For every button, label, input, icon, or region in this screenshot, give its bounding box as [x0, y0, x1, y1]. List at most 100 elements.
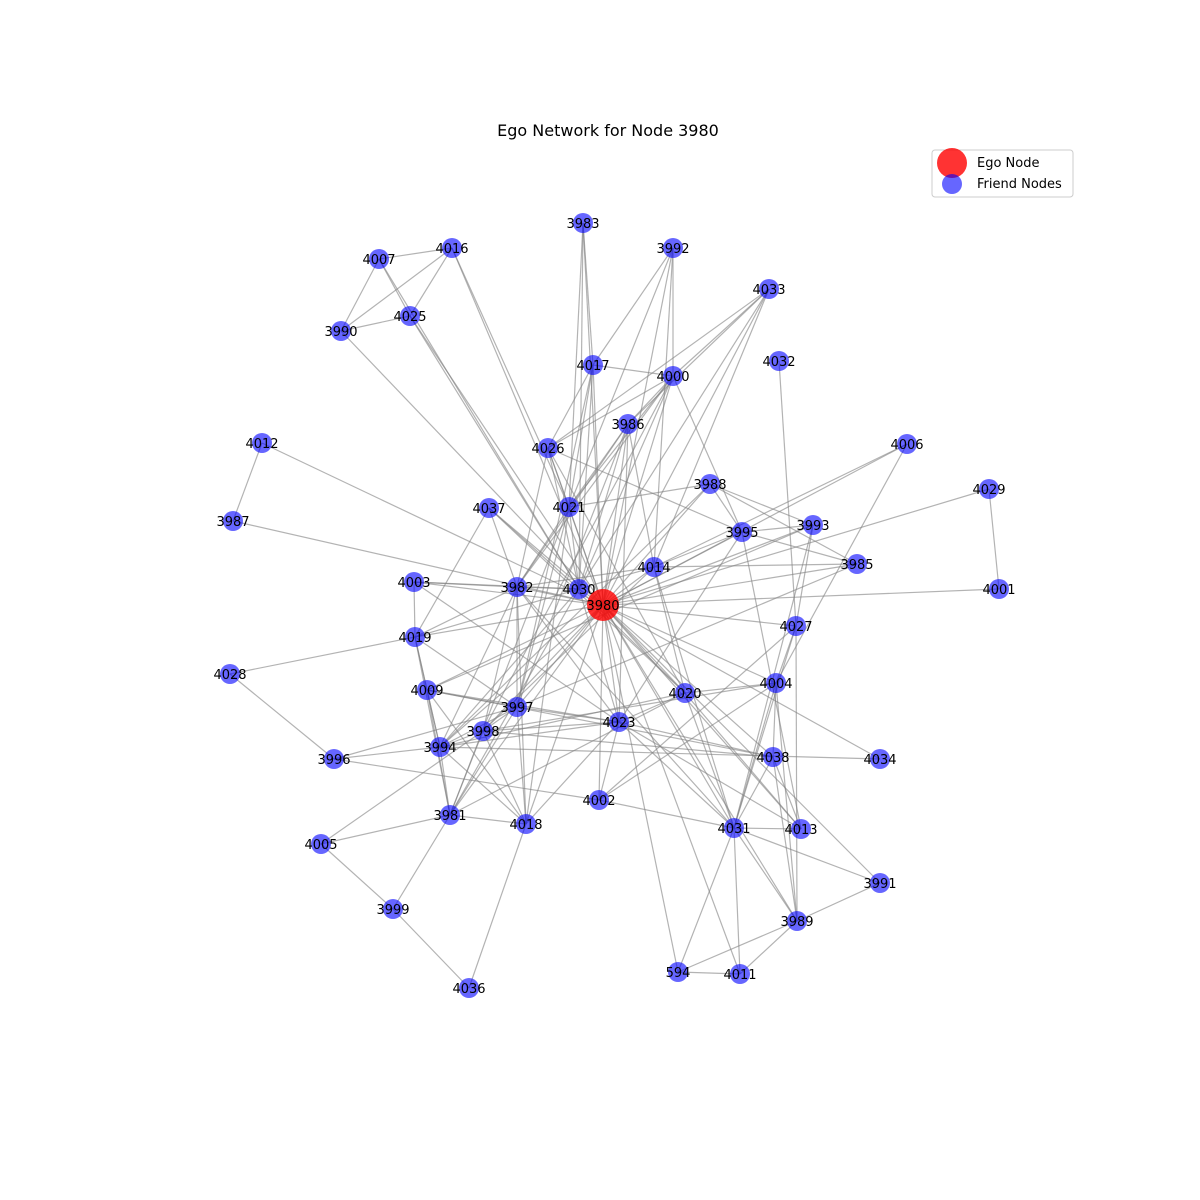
edge-3986-4023: [618, 423, 629, 723]
friend-node-4003: 4003: [397, 572, 431, 592]
edge-3980-4017: [592, 364, 604, 606]
edge-4007-3990: [340, 258, 380, 332]
edge-3980-3990: [340, 330, 604, 606]
node-label-3987: 3987: [216, 515, 249, 530]
edge-3986-3997: [516, 423, 629, 708]
edge-4020-4031: [684, 692, 735, 829]
friend-node-4026: 4026: [531, 438, 565, 458]
edge-4028-3996: [229, 673, 335, 760]
node-label-4006: 4006: [890, 438, 923, 453]
friend-node-4029: 4029: [972, 479, 1006, 499]
edge-4023-3998: [482, 721, 620, 732]
friend-node-3993: 3993: [796, 515, 830, 535]
edge-3982-3998: [482, 586, 518, 732]
node-label-3989: 3989: [780, 915, 813, 930]
friend-node-4017: 4017: [576, 355, 610, 375]
node-marker-4031: [724, 818, 744, 838]
node-marker-4012: [252, 433, 272, 453]
edge-4030-4019: [414, 588, 580, 638]
node-label-3981: 3981: [433, 809, 466, 824]
node-label-4000: 4000: [656, 370, 689, 385]
node-marker-4020: [675, 683, 695, 703]
node-label-4004: 4004: [759, 677, 792, 692]
edge-3994-4018: [439, 746, 527, 825]
friend-node-4030: 4030: [562, 579, 596, 599]
edge-4026-4020: [547, 447, 686, 694]
edge-4004-4020: [684, 682, 777, 694]
edge-3983-4021: [568, 222, 584, 508]
friend-node-4006: 4006: [890, 434, 924, 454]
edge-4016-4021: [451, 247, 570, 508]
node-label-4019: 4019: [398, 631, 431, 646]
ego-node-3980: 3980: [586, 589, 620, 621]
node-marker-3982: [507, 577, 527, 597]
edge-3997-3996: [333, 706, 518, 760]
edge-4032-4027: [778, 360, 797, 627]
edge-4031-3989: [733, 827, 798, 922]
friend-node-4038: 4038: [756, 747, 790, 767]
node-label-3993: 3993: [796, 519, 829, 534]
edge-3999-4036: [392, 908, 470, 989]
edge-3988-3994: [439, 483, 711, 748]
edge-4012-3987: [232, 442, 263, 522]
friend-node-4019: 4019: [398, 627, 432, 647]
edge-4038-4031: [733, 756, 774, 829]
node-label-4038: 4038: [756, 751, 789, 766]
edge-4017-4021: [568, 364, 594, 508]
edge-4023-4018: [525, 721, 620, 825]
edge-3989-4011: [739, 920, 798, 975]
friend-node-3997: 3997: [500, 697, 534, 717]
edge-4019-3997: [414, 636, 518, 708]
edge-4017-4000: [592, 364, 674, 377]
node-label-4030: 4030: [562, 583, 595, 598]
friend-node-3999: 3999: [376, 899, 410, 919]
edge-3995-3985: [741, 531, 858, 565]
edge-4004-4002: [598, 682, 777, 801]
edge-3980-4031: [602, 604, 735, 829]
edge-3988-3985: [709, 483, 858, 565]
edge-3997-4018: [516, 706, 527, 825]
edge-4029-4001: [988, 488, 1000, 590]
edge-4023-4031: [618, 721, 735, 829]
edge-4021-4030: [568, 506, 580, 590]
node-marker-3989: [787, 911, 807, 931]
ego-node-marker-3980: [587, 589, 619, 621]
friend-node-3981: 3981: [433, 805, 467, 825]
node-label-4021: 4021: [552, 501, 585, 516]
edge-4017-4030: [578, 364, 594, 590]
node-marker-3993: [803, 515, 823, 535]
node-label-4007: 4007: [362, 253, 395, 268]
node-label-4028: 4028: [213, 668, 246, 683]
friend-node-4018: 4018: [509, 814, 543, 834]
edge-3997-4023: [516, 706, 620, 723]
node-marker-4007: [369, 249, 389, 269]
friend-node-4016: 4016: [435, 238, 469, 258]
node-label-3990: 3990: [324, 325, 357, 340]
node-marker-3992: [663, 238, 683, 258]
node-marker-3983: [573, 213, 593, 233]
edge-4004-3989: [775, 682, 798, 922]
node-marker-4011: [730, 964, 750, 984]
edge-3980-4021: [568, 506, 604, 606]
edge-3983-4030: [578, 222, 584, 590]
edge-3998-4005: [320, 730, 484, 845]
edge-3980-4016: [451, 247, 604, 606]
node-marker-4027: [786, 616, 806, 636]
edge-3988-4021: [568, 483, 711, 508]
edge-3985-4014: [653, 563, 858, 568]
node-marker-3986: [618, 414, 638, 434]
node-marker-4017: [583, 355, 603, 375]
friend-node-3982: 3982: [500, 577, 534, 597]
edge-3980-4027: [602, 604, 797, 627]
node-label-4027: 4027: [779, 620, 812, 635]
node-marker-4037: [479, 498, 499, 518]
node-label-4003: 4003: [397, 576, 430, 591]
node-marker-4028: [220, 664, 240, 684]
figure-title: Ego Network for Node 3980: [497, 121, 719, 140]
edge-4023-4038: [618, 721, 774, 758]
node-marker-4001: [989, 579, 1009, 599]
edge-3982-4023: [516, 586, 620, 723]
node-label-4016: 4016: [435, 242, 468, 257]
edge-4002-4031: [598, 799, 735, 829]
edge-4000-4026: [547, 375, 674, 449]
